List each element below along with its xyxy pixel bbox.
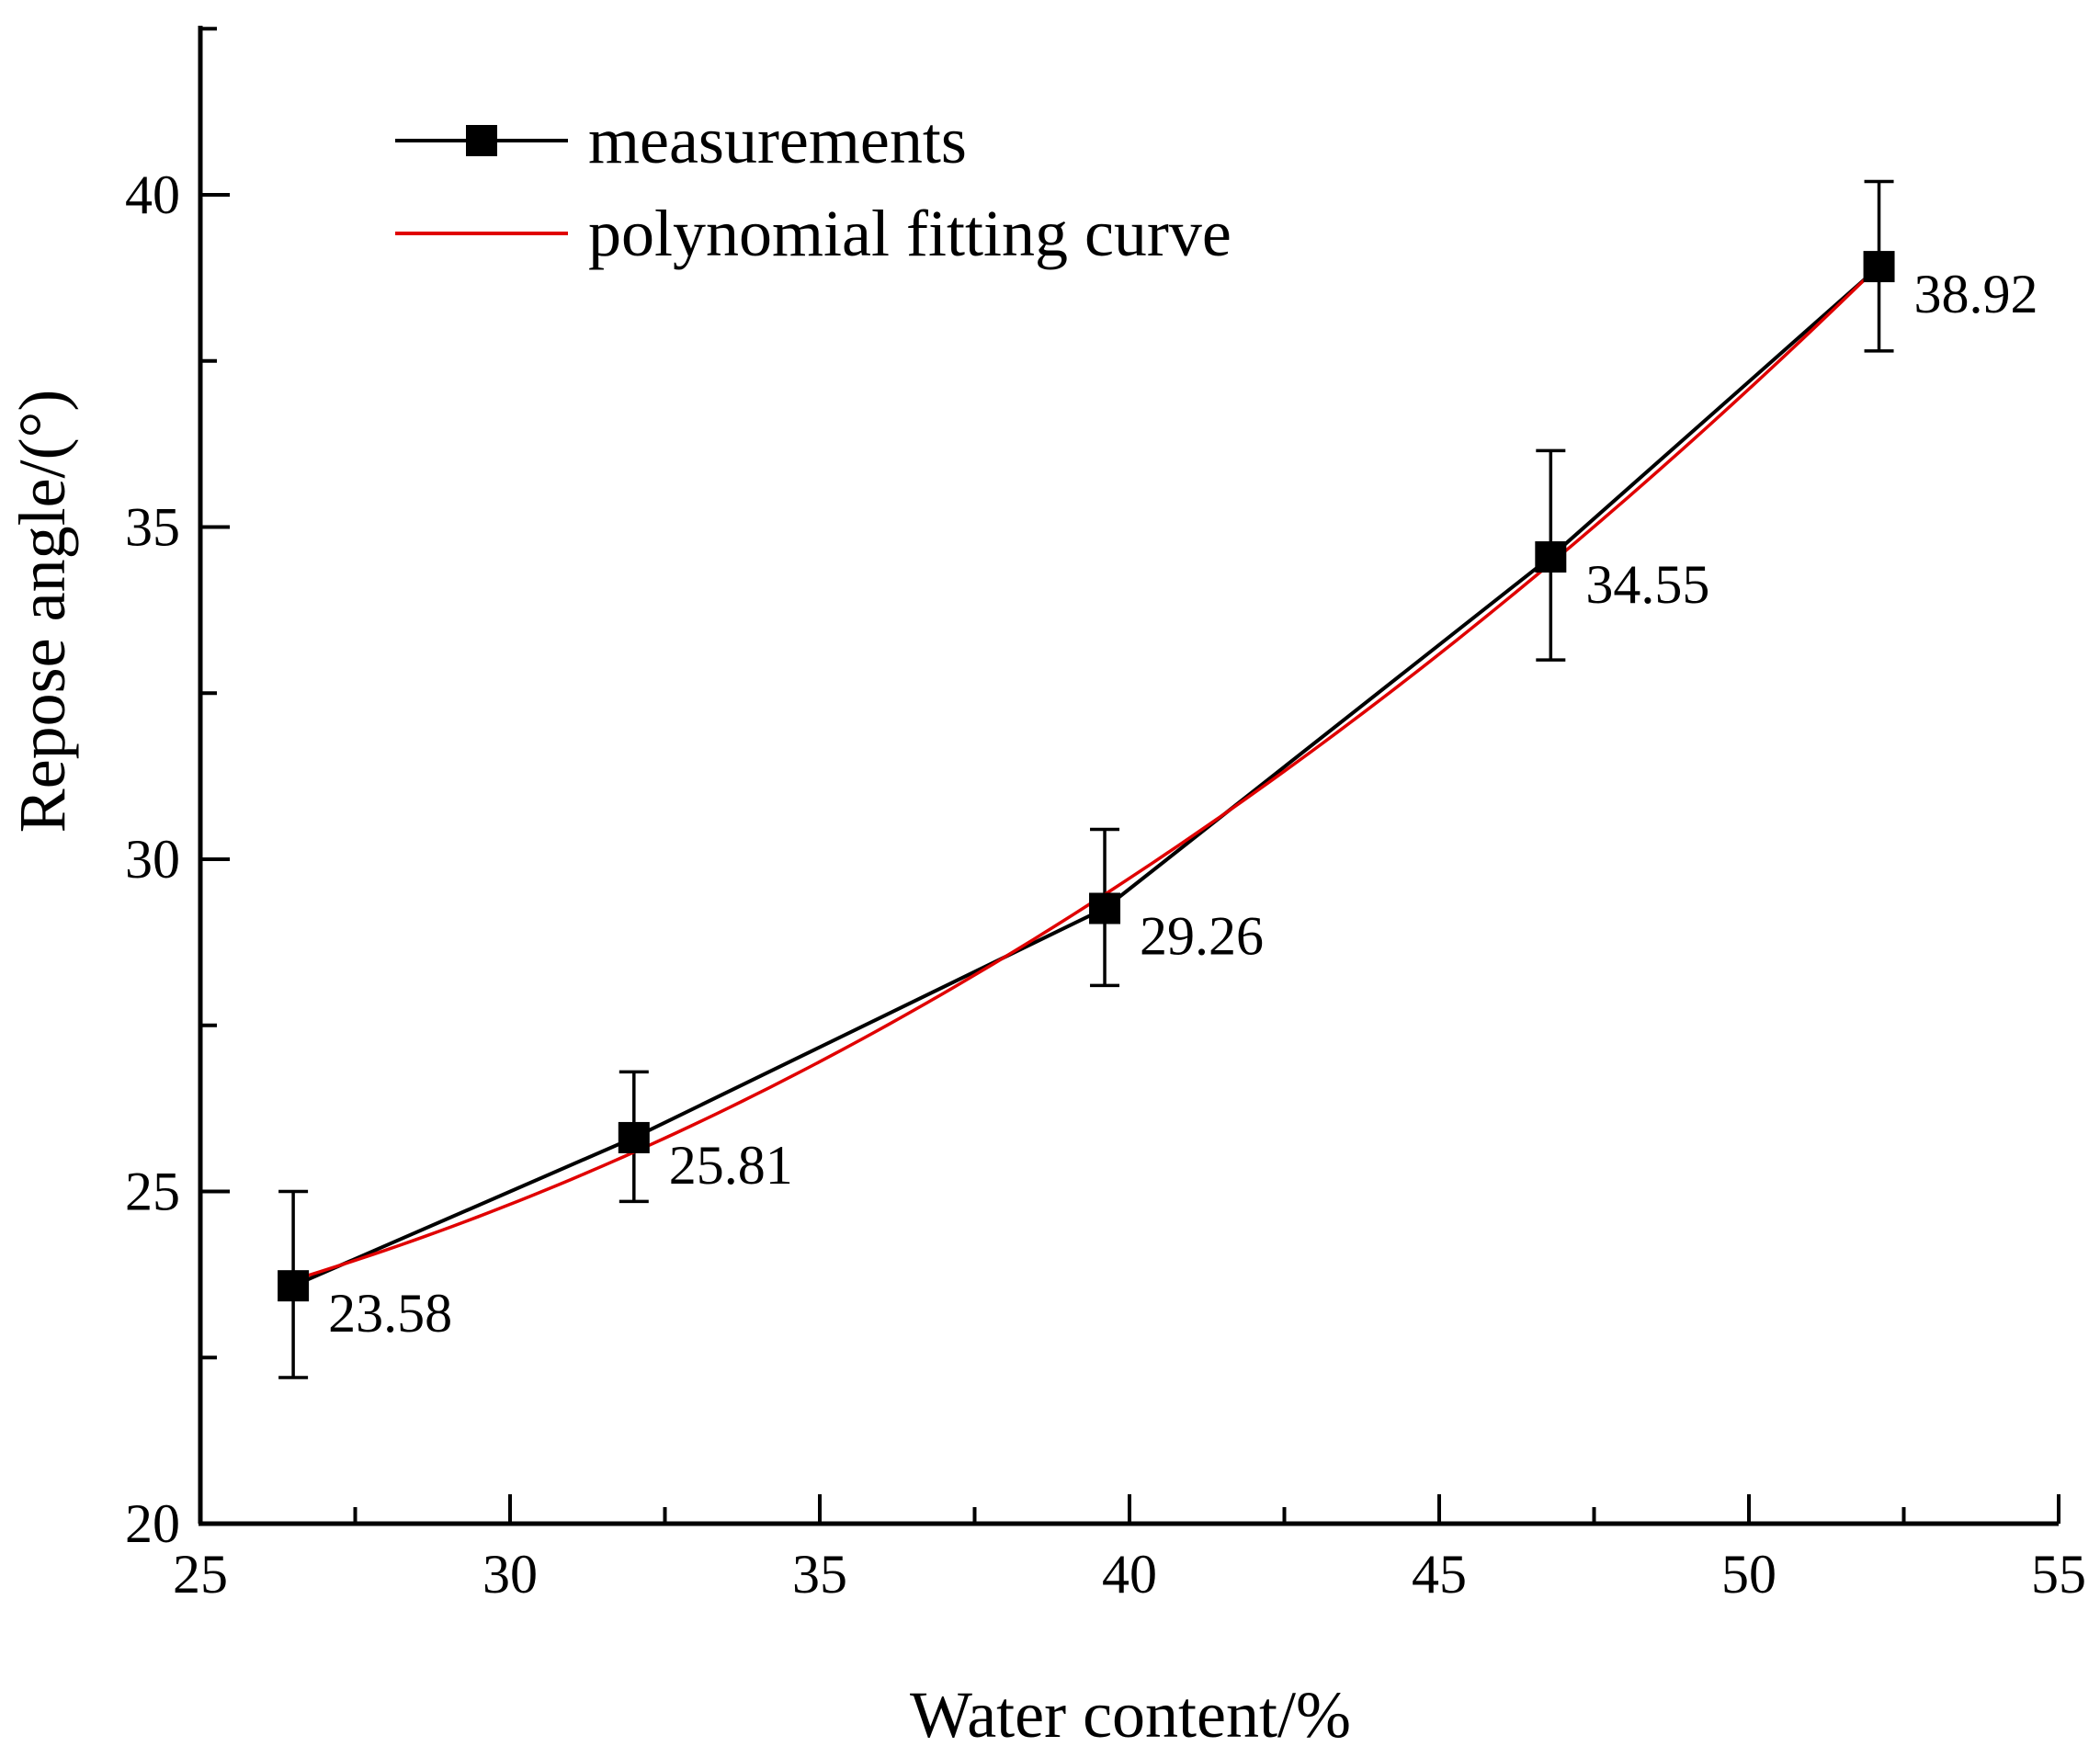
y-tick-label: 40 xyxy=(125,164,180,225)
polynomial-fit-curve xyxy=(292,264,1880,1282)
x-tick-label: 50 xyxy=(1721,1544,1776,1605)
y-tick-label: 20 xyxy=(125,1493,180,1554)
x-tick-label: 30 xyxy=(482,1544,538,1605)
data-label: 38.92 xyxy=(1914,264,2038,324)
legend: measurements polynomial fitting curve xyxy=(395,104,1232,270)
x-tick-label: 40 xyxy=(1102,1544,1157,1605)
measurement-marker xyxy=(278,1270,310,1302)
y-axis-title: Repose angle/(°) xyxy=(6,390,79,834)
y-tick-label: 35 xyxy=(125,497,180,558)
x-tick-label: 45 xyxy=(1412,1544,1467,1605)
measurements-line xyxy=(292,265,1880,1288)
data-label: 23.58 xyxy=(328,1283,452,1344)
legend-measurements-label: measurements xyxy=(588,104,967,177)
x-axis-title: Water content/% xyxy=(910,1678,1351,1752)
data-label: 34.55 xyxy=(1585,554,1709,615)
y-tick-label: 30 xyxy=(125,829,180,890)
measurement-marker xyxy=(1089,892,1121,924)
x-tick-label: 35 xyxy=(792,1544,847,1605)
x-tick-label: 55 xyxy=(2031,1544,2086,1605)
plot-area: 23.58 25.81 29.26 34.55 38.92 xyxy=(278,179,2038,1379)
measurement-marker xyxy=(618,1121,650,1153)
measurement-marker xyxy=(1535,541,1567,573)
y-tick-label: 25 xyxy=(125,1162,180,1222)
data-label: 29.26 xyxy=(1140,906,1264,967)
x-tick-label: 25 xyxy=(173,1544,228,1605)
legend-fit-label: polynomial fitting curve xyxy=(588,197,1232,270)
data-label: 25.81 xyxy=(669,1135,793,1196)
legend-measurements-marker xyxy=(466,125,497,156)
measurement-marker xyxy=(1863,251,1895,283)
